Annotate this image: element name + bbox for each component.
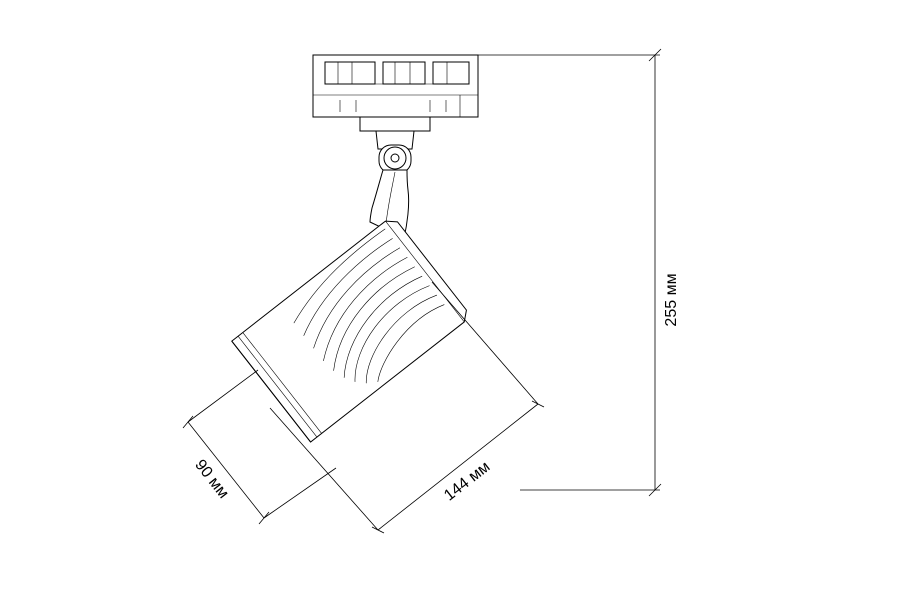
technical-drawing: 255 мм 144 мм 90 мм	[0, 0, 900, 600]
dimension-height-label: 255 мм	[663, 273, 680, 326]
dimension-height: 255 мм	[478, 49, 680, 496]
dimension-length-label: 144 мм	[441, 458, 493, 504]
lamp-head	[232, 216, 472, 442]
track-adapter	[313, 55, 478, 117]
neck-assembly	[360, 117, 430, 238]
dimension-diameter-label: 90 мм	[191, 457, 232, 502]
